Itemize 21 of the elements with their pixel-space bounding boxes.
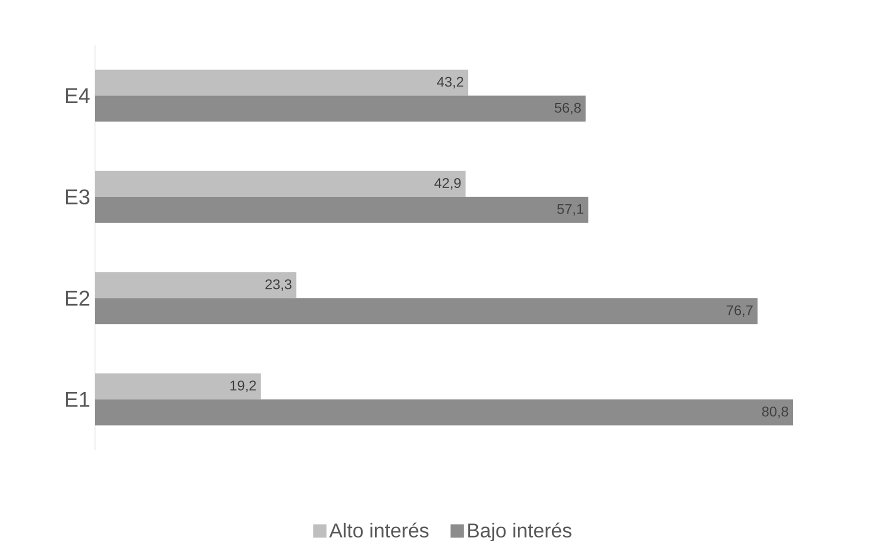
data-label: 19,2: [230, 380, 256, 392]
y-tick-label: E3: [66, 189, 90, 204]
data-label: 23,3: [265, 279, 292, 291]
bar: [95, 170, 466, 197]
y-tick-label: E1: [66, 392, 90, 407]
y-tick-label: E2: [66, 290, 90, 306]
data-label: 57,1: [557, 204, 584, 216]
data-label: 43,2: [436, 76, 464, 88]
y-tick-label: E4: [66, 88, 90, 103]
legend-label: Alto interés: [329, 522, 428, 538]
bar: [95, 96, 586, 122]
data-label: 76,7: [726, 305, 753, 317]
data-label: 56,8: [554, 102, 581, 114]
bar: [95, 399, 794, 426]
bar: [95, 373, 261, 400]
bar: [95, 196, 588, 223]
data-label: 80,8: [762, 406, 788, 418]
data-label: 42,9: [434, 178, 461, 190]
bar: [95, 298, 758, 324]
bar: [95, 272, 296, 298]
bar: [95, 70, 468, 96]
